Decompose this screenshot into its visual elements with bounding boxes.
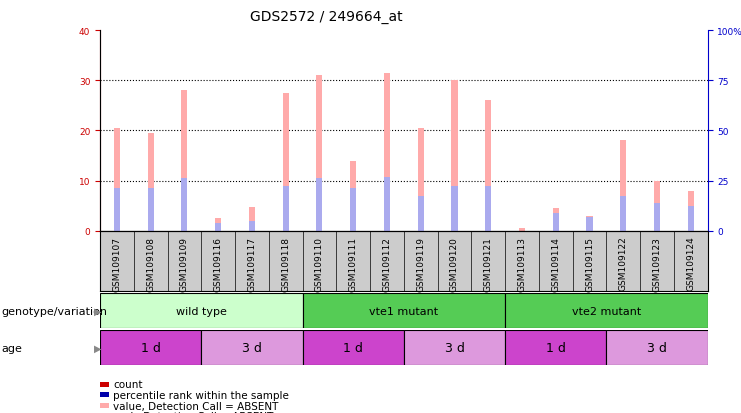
Text: ▶: ▶ <box>94 343 102 353</box>
Text: value, Detection Call = ABSENT: value, Detection Call = ABSENT <box>113 401 279 411</box>
Text: age: age <box>1 343 22 353</box>
Text: GSM109112: GSM109112 <box>382 236 391 291</box>
Bar <box>654 204 660 231</box>
Text: GSM109124: GSM109124 <box>686 236 695 291</box>
Bar <box>302 330 404 366</box>
Bar <box>316 179 322 231</box>
Bar <box>282 186 289 231</box>
Text: GSM109121: GSM109121 <box>484 236 493 291</box>
Bar <box>114 128 120 231</box>
Text: GSM109122: GSM109122 <box>619 236 628 291</box>
Text: GSM109113: GSM109113 <box>517 236 527 291</box>
Bar <box>350 189 356 231</box>
Text: 1 d: 1 d <box>141 342 161 354</box>
Text: 1 d: 1 d <box>546 342 565 354</box>
Bar <box>282 94 289 231</box>
Bar <box>114 189 120 231</box>
Bar <box>350 161 356 231</box>
Bar <box>620 196 626 231</box>
Bar <box>553 209 559 231</box>
Bar <box>384 177 390 231</box>
Text: GSM109111: GSM109111 <box>349 236 358 291</box>
Text: percentile rank within the sample: percentile rank within the sample <box>113 390 289 400</box>
Bar <box>620 141 626 231</box>
Bar <box>505 293 708 328</box>
Text: GDS2572 / 249664_at: GDS2572 / 249664_at <box>250 10 402 24</box>
Text: 3 d: 3 d <box>242 342 262 354</box>
Bar <box>418 128 424 231</box>
Text: GSM109119: GSM109119 <box>416 236 425 291</box>
Bar <box>586 216 593 231</box>
Bar <box>404 330 505 366</box>
Text: GSM109117: GSM109117 <box>247 236 256 291</box>
Bar <box>519 229 525 231</box>
Bar <box>202 330 302 366</box>
Text: GSM109118: GSM109118 <box>281 236 290 291</box>
Bar <box>100 330 202 366</box>
Bar <box>249 207 255 231</box>
Bar <box>182 179 187 231</box>
Text: 1 d: 1 d <box>343 342 363 354</box>
Text: GSM109108: GSM109108 <box>146 236 155 291</box>
Text: GSM109114: GSM109114 <box>551 236 560 291</box>
Bar <box>451 186 457 231</box>
Bar <box>586 217 593 231</box>
Bar <box>688 206 694 231</box>
Bar <box>384 74 390 231</box>
Bar <box>302 293 505 328</box>
Bar <box>215 224 222 231</box>
Bar <box>147 189 153 231</box>
Bar <box>505 330 606 366</box>
Text: ▶: ▶ <box>94 306 102 316</box>
Text: 3 d: 3 d <box>445 342 465 354</box>
Text: GSM109123: GSM109123 <box>653 236 662 291</box>
Text: count: count <box>113 379 143 389</box>
Text: rank, Detection Call = ABSENT: rank, Detection Call = ABSENT <box>113 411 273 413</box>
Bar <box>100 293 302 328</box>
Bar <box>451 81 457 231</box>
Bar <box>215 219 222 231</box>
Text: vte1 mutant: vte1 mutant <box>369 306 439 316</box>
Text: GSM109116: GSM109116 <box>213 236 223 291</box>
Bar <box>249 221 255 231</box>
Text: genotype/variation: genotype/variation <box>1 306 107 316</box>
Text: GSM109120: GSM109120 <box>450 236 459 291</box>
Bar <box>316 76 322 231</box>
Text: GSM109109: GSM109109 <box>180 236 189 291</box>
Bar <box>654 181 660 231</box>
Bar <box>553 214 559 231</box>
Text: GSM109115: GSM109115 <box>585 236 594 291</box>
Bar <box>688 191 694 231</box>
Text: wild type: wild type <box>176 306 227 316</box>
Text: vte2 mutant: vte2 mutant <box>572 306 641 316</box>
Bar <box>485 186 491 231</box>
Text: GSM109107: GSM109107 <box>113 236 122 291</box>
Text: 3 d: 3 d <box>647 342 667 354</box>
Bar <box>418 196 424 231</box>
Bar <box>485 101 491 231</box>
Bar <box>147 134 153 231</box>
Bar <box>606 330 708 366</box>
Bar <box>182 91 187 231</box>
Text: GSM109110: GSM109110 <box>315 236 324 291</box>
